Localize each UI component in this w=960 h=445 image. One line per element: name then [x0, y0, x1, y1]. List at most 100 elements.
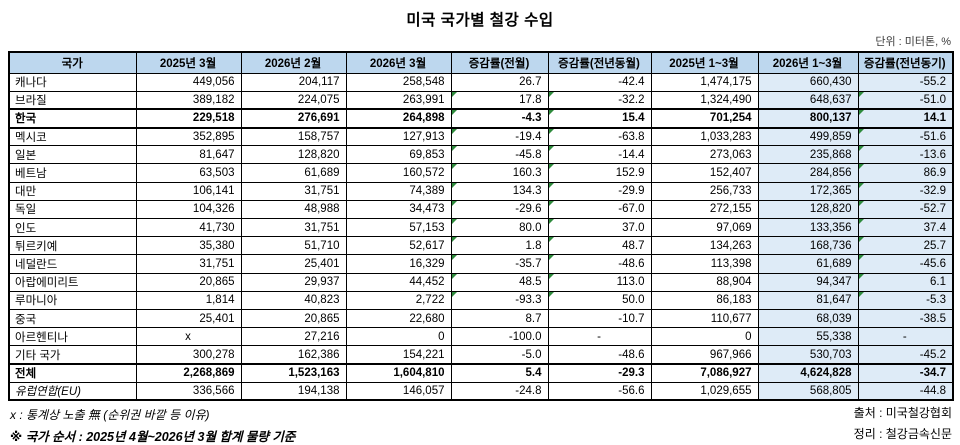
data-cell: 22,680 [345, 308, 452, 329]
country-cell: 브라질 [8, 90, 137, 110]
data-cell: -45.2 [857, 345, 954, 365]
data-cell: 50.0 [547, 290, 652, 310]
green-flag-icon [452, 255, 457, 261]
data-cell: 86.9 [857, 163, 954, 183]
data-cell: 648,637 [757, 90, 859, 110]
green-flag-icon [549, 255, 554, 261]
country-cell: 캐나다 [8, 72, 137, 92]
data-cell: 4,624,828 [757, 362, 859, 383]
green-flag-icon [549, 219, 554, 224]
green-flag-icon [549, 146, 554, 152]
table-row: 중국 25,401 20,865 22,680 8.7 -10.7 110,677 68,03… [8, 308, 954, 329]
data-cell: -29.6 [450, 199, 549, 220]
green-flag-icon [549, 292, 554, 297]
green-flag-icon [859, 92, 864, 97]
data-cell: 44,452 [345, 272, 452, 292]
green-flag-icon [452, 164, 457, 170]
data-cell: 336,566 [135, 381, 242, 401]
data-cell: -45.6 [857, 254, 954, 274]
data-cell: 31,751 [135, 254, 242, 274]
footnote-x-definition: x : 통계상 노출 無 (순위권 바깥 등 이유) [10, 408, 210, 423]
green-flag-icon [452, 128, 457, 134]
data-cell: 162,386 [240, 345, 347, 365]
steel-imports-table: 국가 2025년 3월 2026년 2월 2026년 3월 증감률(전월) 증감률(전년동… [8, 51, 954, 402]
data-cell: 7,086,927 [650, 362, 759, 383]
data-cell: 2,722 [345, 290, 452, 310]
data-cell: 258,548 [345, 72, 452, 92]
column-header: 증감률(전월) [450, 51, 549, 74]
table-row: 유럽연합(EU) 336,566 194,138 146,057 -24.8 -56.6 1… [8, 381, 954, 401]
data-cell: 256,733 [650, 181, 759, 201]
source-label: 출처 : 미국철강협회 [853, 406, 952, 421]
table-row: 대만 106,141 31,751 74,389 134.3 -29.9 256,733 17… [8, 181, 954, 201]
page-title: 미국 국가별 철강 수입 [406, 12, 554, 29]
data-cell: -4.3 [450, 108, 549, 129]
data-cell: -35.7 [450, 254, 549, 274]
country-cell: 인도 [8, 217, 137, 238]
data-cell: 1,474,175 [650, 72, 759, 92]
column-header: 국가 [8, 51, 137, 74]
data-cell: -42.4 [547, 72, 652, 92]
data-cell: 660,430 [757, 72, 859, 92]
country-cell: 멕시코 [8, 127, 137, 147]
data-cell: 5.4 [450, 362, 549, 383]
column-header: 2025년 1~3월 [650, 51, 759, 74]
data-cell: 128,820 [757, 199, 859, 220]
country-cell: 아르헨티나 [8, 327, 137, 347]
data-cell: 37.0 [547, 217, 652, 238]
data-cell: -29.3 [547, 362, 652, 383]
data-cell: 80.0 [450, 217, 549, 238]
green-flag-icon [452, 111, 457, 116]
data-cell: 41,730 [135, 217, 242, 238]
data-cell: 68,039 [757, 308, 859, 329]
data-cell: 26.7 [450, 72, 549, 92]
data-cell: 224,075 [240, 90, 347, 110]
data-cell: -56.6 [547, 381, 652, 401]
data-cell: 264,898 [345, 108, 452, 129]
green-flag-icon [859, 128, 864, 134]
data-cell: 35,380 [135, 236, 242, 256]
credit-label: 정리 : 철강금속신문 [853, 427, 952, 442]
table-row: 한국 229,518 276,691 264,898 -4.3 15.4 701,254 80… [8, 108, 954, 129]
green-flag-icon [859, 164, 864, 170]
data-cell: 86,183 [650, 290, 759, 310]
country-cell: 중국 [8, 308, 137, 329]
data-cell: 172,365 [757, 181, 859, 201]
data-cell: 389,182 [135, 90, 242, 110]
data-cell: -51.6 [857, 127, 954, 147]
data-cell: 158,757 [240, 127, 347, 147]
green-flag-icon [859, 146, 864, 152]
table-row: 멕시코 352,895 158,757 127,913 -19.4 -63.8 1,033,… [8, 127, 954, 147]
green-flag-icon [549, 111, 554, 116]
data-cell: 104,326 [135, 199, 242, 220]
country-cell: 튀르키예 [8, 236, 137, 256]
data-cell: -38.5 [857, 308, 954, 329]
country-cell: 아랍에미리트 [8, 272, 137, 292]
data-cell: x [135, 327, 242, 347]
data-cell: -63.8 [547, 127, 652, 147]
country-cell: 베트남 [8, 163, 137, 183]
data-cell: -32.2 [547, 90, 652, 110]
data-cell: -51.0 [857, 90, 954, 110]
data-cell: -5.0 [450, 345, 549, 365]
data-cell: 61,689 [240, 163, 347, 183]
column-header: 2025년 3월 [135, 51, 242, 74]
data-cell: 352,895 [135, 127, 242, 147]
data-cell: -34.7 [857, 362, 954, 383]
data-cell: 52,617 [345, 236, 452, 256]
green-flag-icon [859, 111, 864, 116]
table-row: 독일 104,326 48,988 34,473 -29.6 -67.0 272,155 12… [8, 199, 954, 220]
green-flag-icon [859, 274, 864, 279]
data-cell: 2,268,869 [135, 362, 242, 383]
data-cell: 0 [345, 327, 452, 347]
data-cell: 1,029,655 [650, 381, 759, 401]
data-cell: 6.1 [857, 272, 954, 292]
table-row: 인도 41,730 31,751 57,153 80.0 37.0 97,069 133,35… [8, 217, 954, 238]
data-cell: 31,751 [240, 217, 347, 238]
data-cell: 81,647 [757, 290, 859, 310]
table-row: 캐나다 449,056 204,117 258,548 26.7 -42.4 1,474,1… [8, 72, 954, 92]
data-cell: 15.4 [547, 108, 652, 129]
data-cell: -32.9 [857, 181, 954, 201]
table-row: 브라질 389,182 224,075 263,991 17.8 -32.2 1,324,4… [8, 90, 954, 110]
green-flag-icon [859, 255, 864, 261]
